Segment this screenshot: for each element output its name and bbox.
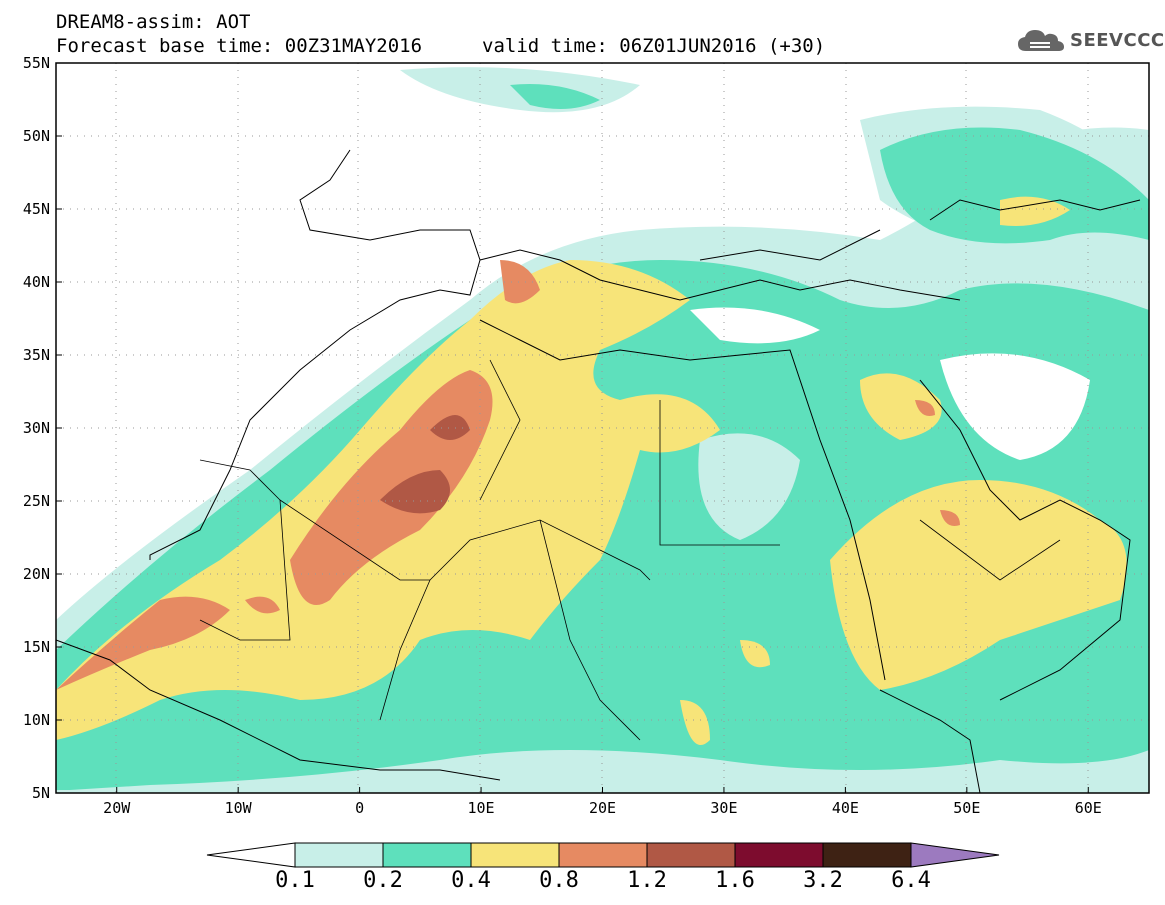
lon-label: 30E: [710, 799, 737, 817]
map-title: DREAM8-assim: AOT: [56, 11, 251, 33]
colorbar-segment: [470, 842, 560, 868]
lon-label: 50E: [953, 799, 980, 817]
colorbar-label: 0.8: [539, 868, 579, 893]
lat-label: 55N: [23, 54, 50, 72]
lon-label: 20E: [589, 799, 616, 817]
longitude-labels: 20W 10W 0 10E 20E 30E 40E 50E 60E: [103, 787, 1102, 817]
colorbar-label: 0.2: [363, 868, 403, 893]
lon-label: 10E: [468, 799, 495, 817]
lat-label: 5N: [32, 784, 50, 802]
lat-label: 10N: [23, 711, 50, 729]
colorbar-segment: [382, 842, 472, 868]
lat-label: 20N: [23, 565, 50, 583]
lon-label: 60E: [1075, 799, 1102, 817]
lon-label: 40E: [832, 799, 859, 817]
lon-label: 20W: [103, 799, 131, 817]
seevccc-logo: SEEVCCC: [1016, 26, 1165, 54]
colorbar-segment: [558, 842, 648, 868]
lat-label: 45N: [23, 200, 50, 218]
colorbar-segment: [822, 842, 912, 868]
lat-label: 25N: [23, 492, 50, 510]
colorbar-label: 1.6: [715, 868, 755, 893]
lat-label: 15N: [23, 638, 50, 656]
coastlines: [55, 149, 1141, 794]
lat-label: 30N: [23, 419, 50, 437]
colorbar-under-arrow: [206, 842, 296, 868]
lat-label: 40N: [23, 273, 50, 291]
colorbar: [206, 842, 1000, 868]
colorbar-label: 3.2: [803, 868, 843, 893]
lat-label: 50N: [23, 127, 50, 145]
colorbar-label: 1.2: [627, 868, 667, 893]
colorbar-segment: [294, 842, 384, 868]
colorbar-segment: [734, 842, 824, 868]
cloud-icon: [1018, 30, 1064, 51]
lon-label: 10W: [225, 799, 253, 817]
logo-text: SEEVCCC: [1070, 29, 1165, 51]
colorbar-label: 0.1: [275, 868, 315, 893]
valid-time: valid time: 06Z01JUN2016 (+30): [482, 35, 826, 57]
colorbar-label: 6.4: [891, 868, 931, 893]
gridlines: [56, 63, 1149, 793]
country-borders: [199, 359, 1061, 741]
colorbar-segment: [646, 842, 736, 868]
lat-label: 35N: [23, 346, 50, 364]
colorbar-label: 0.4: [451, 868, 491, 893]
colorbar-over-arrow: [910, 842, 1000, 868]
forecast-base-time: Forecast base time: 00Z31MAY2016: [56, 35, 423, 57]
lon-label: 0: [355, 799, 364, 817]
latitude-labels: 55N 50N 45N 40N 35N 30N 25N 20N 15N 10N 5N: [23, 54, 62, 802]
